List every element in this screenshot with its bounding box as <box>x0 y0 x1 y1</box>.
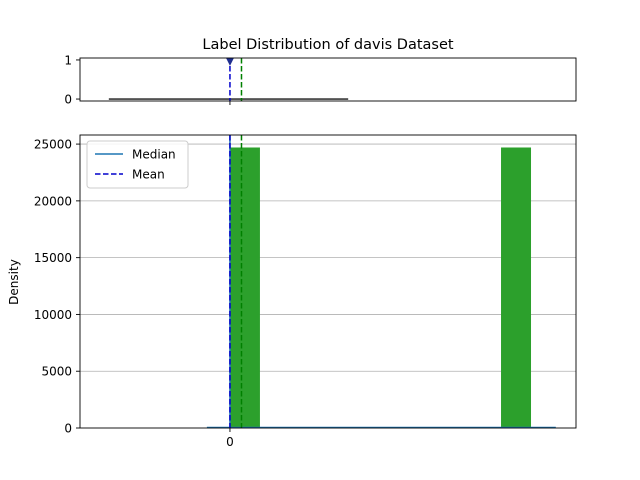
y-tick-label: 0 <box>64 422 72 436</box>
legend-frame <box>86 140 189 189</box>
y-tick-label: 5000 <box>41 365 72 379</box>
histogram-panel-frame <box>79 134 577 429</box>
legend-median-label: Median <box>132 148 176 162</box>
y-tick-label: 25000 <box>34 138 72 152</box>
box-outlier-marker <box>225 57 234 66</box>
box-y-tick-label: 0 <box>64 93 72 107</box>
histogram-bar <box>501 147 532 428</box>
box-panel-frame <box>79 57 577 102</box>
y-tick-label: 20000 <box>34 194 72 208</box>
legend: Median Mean <box>86 140 189 189</box>
chart-title: Label Distribution of davis Dataset <box>202 37 453 53</box>
histogram-panel: 0 5000 10000 15000 20000 25000 0 Density Medi… <box>7 134 577 449</box>
x-tick-label: 0 <box>226 435 234 449</box>
y-tick-label: 10000 <box>34 308 72 322</box>
box-y-tick-label: 1 <box>64 53 72 67</box>
y-tick-label: 15000 <box>34 251 72 265</box>
histogram-bar <box>229 147 260 428</box>
legend-mean-label: Mean <box>132 168 165 182</box>
y-axis-label: Density <box>7 259 21 305</box>
box-panel: 01 <box>64 53 577 107</box>
